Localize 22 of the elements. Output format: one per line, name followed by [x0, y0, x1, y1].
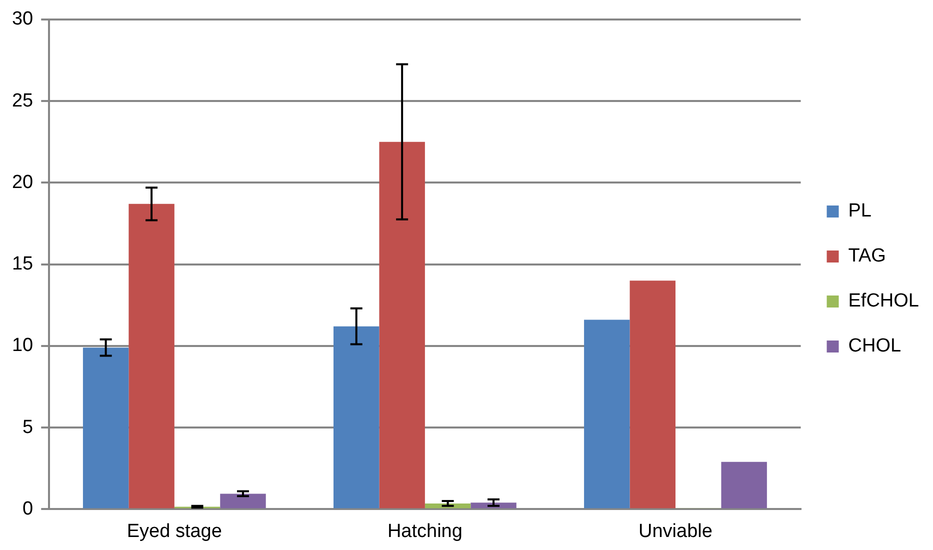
x-tick-label: Hatching: [387, 520, 462, 542]
bar: [334, 326, 380, 508]
bar: [82, 348, 129, 508]
y-tick-label: 5: [22, 416, 34, 438]
x-tick-label: Unviable: [638, 520, 712, 542]
legend-label: EfCHOL: [848, 290, 920, 312]
y-tick-label: 20: [12, 172, 34, 193]
y-tick-label: 30: [12, 8, 34, 30]
bar: [630, 280, 676, 508]
legend-label: TAG: [848, 246, 886, 267]
y-tick-label: 15: [12, 254, 34, 275]
x-tick-label: Eyed stage: [126, 520, 222, 542]
bar: [379, 142, 425, 508]
y-tick-label: 25: [12, 90, 34, 112]
bar: [128, 204, 174, 508]
bar: [584, 320, 630, 508]
legend-label: PL: [848, 200, 872, 222]
y-tick-label: 0: [22, 498, 34, 520]
y-tick-label: 10: [12, 335, 34, 356]
bar: [721, 462, 767, 508]
bar: [220, 494, 266, 508]
legend-label: CHOL: [848, 336, 902, 357]
